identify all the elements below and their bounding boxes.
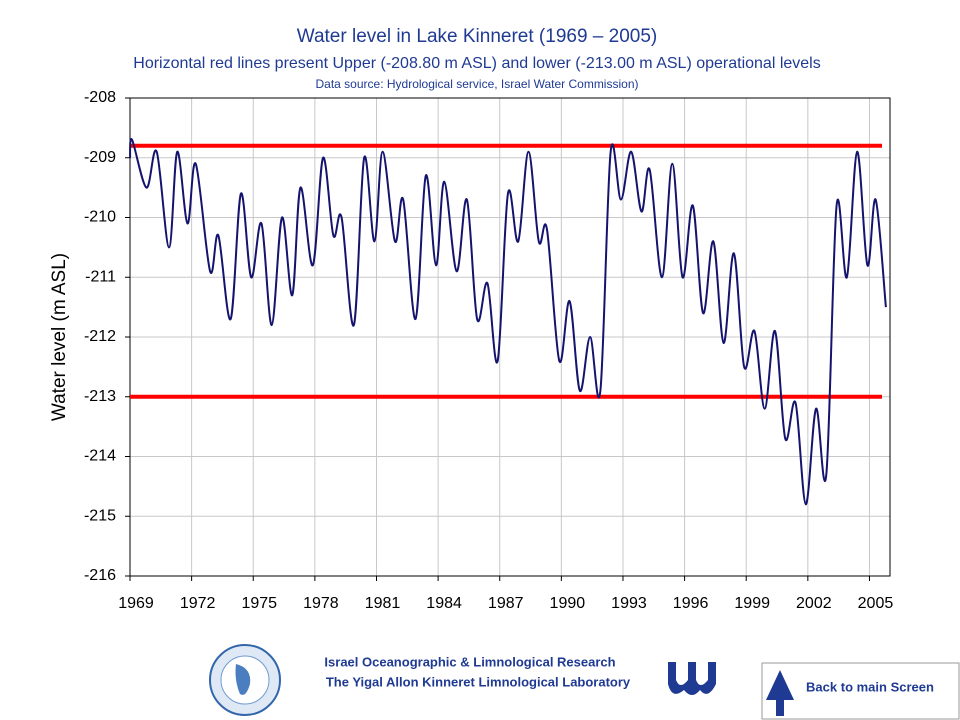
x-tick-label: 1990 [550, 595, 586, 612]
x-tick-label: 2005 [858, 595, 894, 612]
footer-line: The Yigal Allon Kinneret Limnological La… [326, 674, 631, 689]
y-tick-label: -216 [84, 567, 116, 584]
y-tick-label: -211 [85, 268, 116, 285]
x-tick-label: 1975 [241, 595, 277, 612]
y-tick-label: -213 [84, 388, 116, 405]
chart-source: Data source: Hydrological service, Israe… [316, 77, 639, 91]
y-tick-label: -209 [84, 149, 116, 166]
x-tick-label: 1969 [118, 595, 154, 612]
y-axis-label: Water level (m ASL) [49, 253, 70, 421]
x-tick-label: 1978 [303, 595, 339, 612]
y-tick-label: -210 [84, 209, 116, 226]
x-tick-label: 1987 [488, 595, 524, 612]
x-tick-label: 2002 [796, 595, 832, 612]
x-tick-label: 1984 [426, 595, 462, 612]
chart-subtitle: Horizontal red lines present Upper (-208… [133, 55, 820, 72]
y-tick-label: -215 [84, 507, 116, 524]
y-tick-label: -214 [84, 448, 116, 465]
chart-title: Water level in Lake Kinneret (1969 – 200… [297, 26, 658, 47]
footer-line: Israel Oceanographic & Limnological Rese… [324, 654, 615, 669]
data-line [129, 138, 887, 506]
x-tick-label: 1981 [365, 595, 401, 612]
button-label[interactable]: Back to main Screen [806, 679, 934, 694]
x-tick-label: 1996 [673, 595, 709, 612]
x-tick-label: 1999 [734, 595, 770, 612]
plot-area: 1969 1972 1975 1978 1981 1984 1987 1990 1993 1996… [84, 89, 893, 612]
x-tick-label: 1993 [611, 595, 647, 612]
y-tick-label: -212 [84, 328, 116, 345]
x-tick-label: 1972 [180, 595, 216, 612]
logo-left [209, 644, 281, 716]
logo-right [668, 662, 716, 695]
back-button[interactable]: Back to main Screen [761, 662, 960, 720]
y-tick-label: -208 [84, 89, 116, 106]
plot-border [129, 97, 891, 577]
